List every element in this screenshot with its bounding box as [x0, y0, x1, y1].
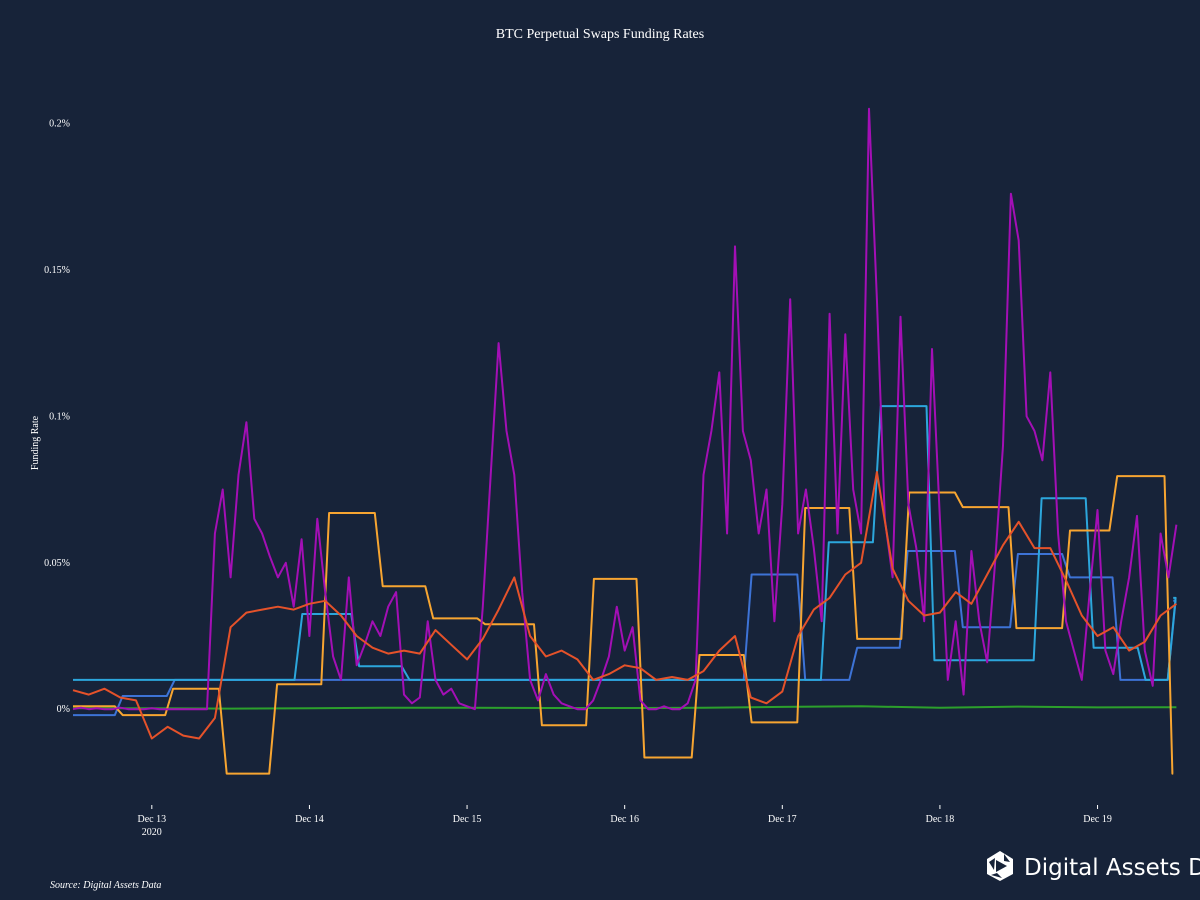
x-axis: Dec 13 2020 Dec 14 Dec 15 Dec 16 Dec 17 Dec 18…: [138, 805, 1112, 838]
series-group: [72, 107, 1178, 775]
x-tick-year-label: 2020: [142, 827, 162, 838]
x-tick-label: Dec 13: [138, 814, 167, 825]
y-tick-label: 0%: [57, 704, 70, 715]
x-tick-label: Dec 19: [1083, 814, 1112, 825]
y-tick-label: 0.05%: [44, 558, 70, 569]
x-tick-label: Dec 17: [768, 814, 797, 825]
logo-text: Digital Assets Data: [1024, 855, 1200, 881]
source-note: Source: Digital Assets Data: [50, 880, 161, 891]
green-series: [73, 705, 1177, 710]
purple-series: [72, 107, 1178, 711]
y-tick-label: 0.2%: [49, 118, 70, 129]
red-orange-series: [72, 471, 1177, 740]
x-tick-label: Dec 16: [610, 814, 639, 825]
x-tick-label: Dec 14: [295, 814, 324, 825]
blue-series: [73, 550, 1177, 717]
orange-series: [73, 475, 1174, 775]
x-tick-label: Dec 18: [926, 814, 955, 825]
y-tick-label: 0.15%: [44, 265, 70, 276]
logo-icon: [987, 851, 1013, 881]
x-tick-label: Dec 15: [453, 814, 482, 825]
y-axis-label: Funding Rate: [30, 415, 41, 470]
digital-assets-data-logo: Digital Assets Data: [987, 851, 1200, 881]
y-tick-label: 0.1%: [49, 411, 70, 422]
chart-title: BTC Perpetual Swaps Funding Rates: [496, 27, 704, 42]
y-axis: 0% 0.05% 0.1% 0.15% 0.2%: [44, 118, 70, 715]
